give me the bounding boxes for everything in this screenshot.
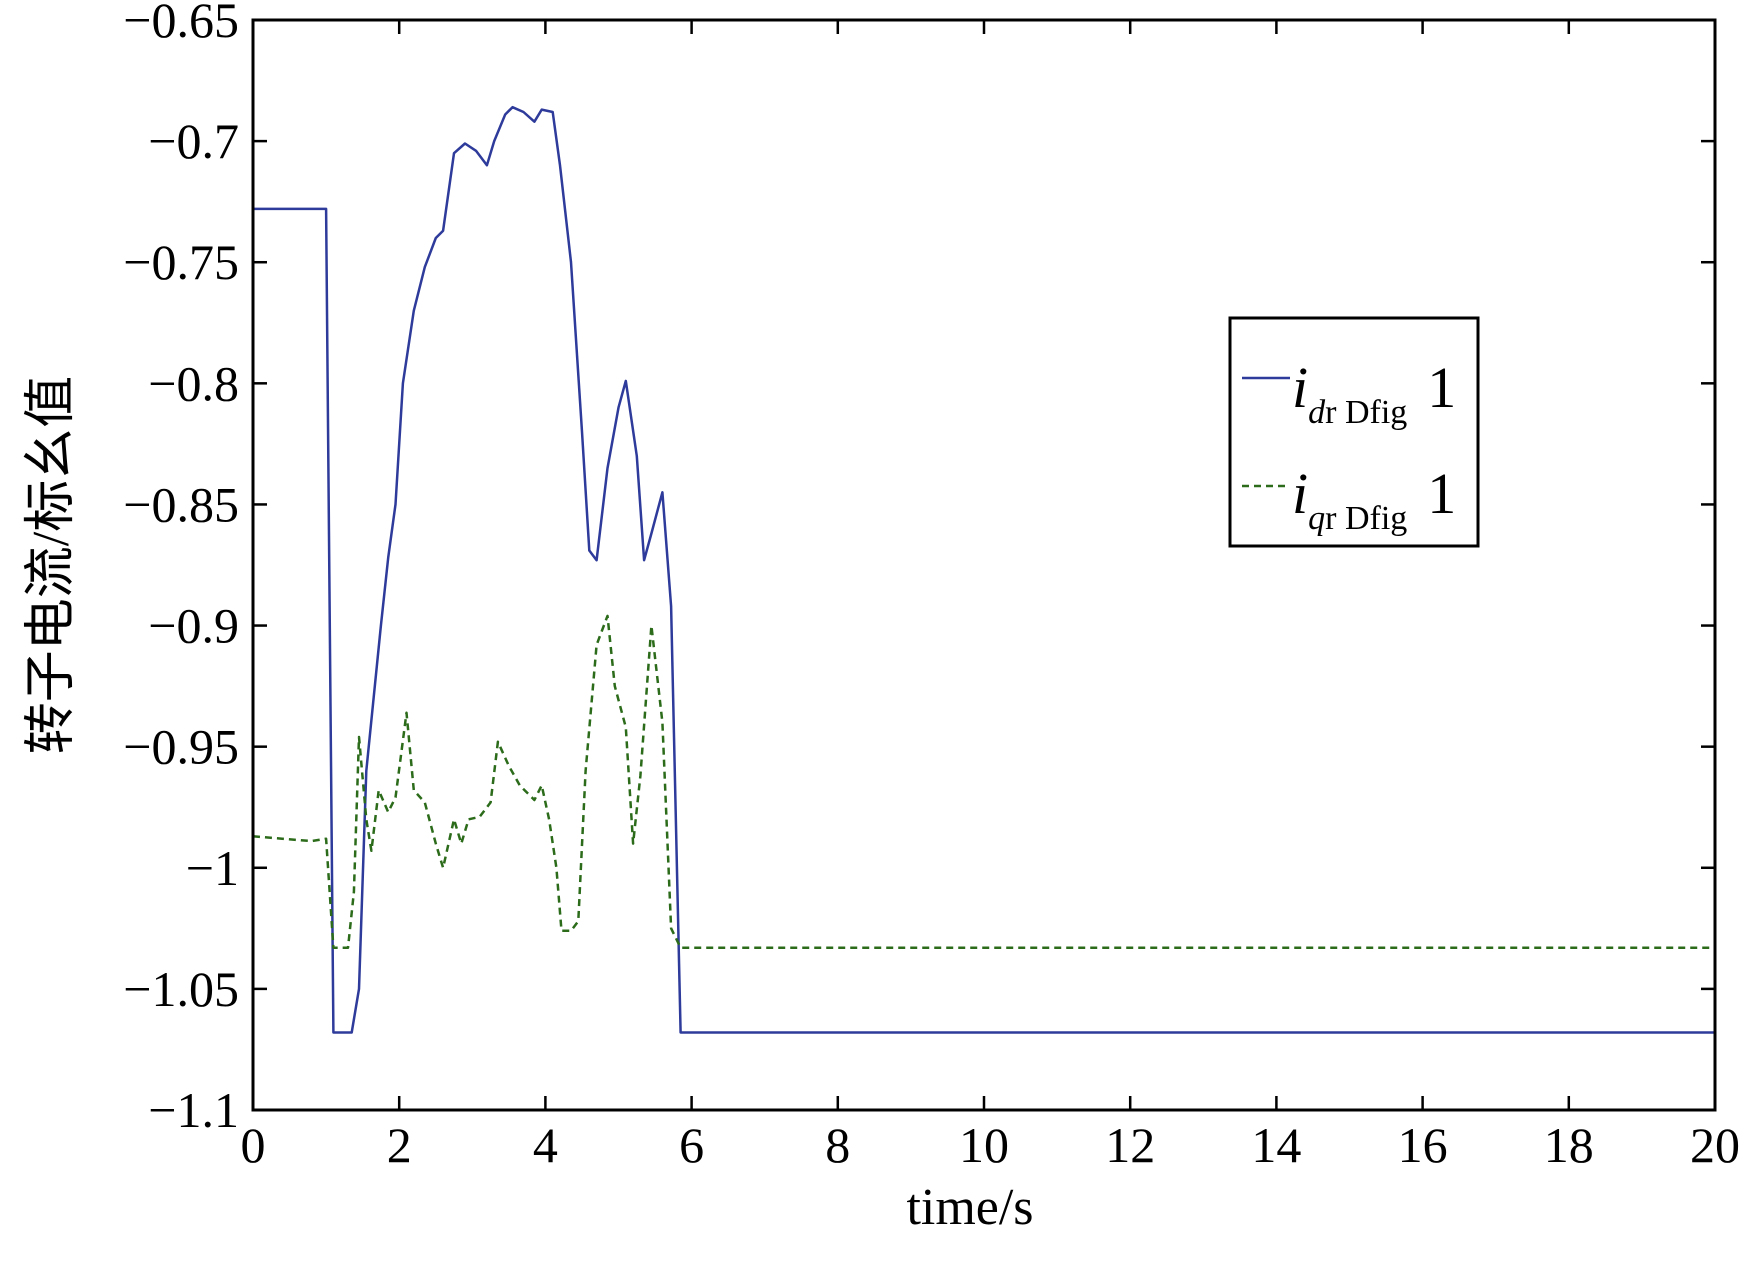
y-tick-label: −0.7 <box>148 113 239 169</box>
y-tick-label: −0.9 <box>148 598 239 654</box>
x-tick-label: 4 <box>533 1117 558 1173</box>
y-tick-label: −0.85 <box>123 476 239 532</box>
x-tick-label: 8 <box>825 1117 850 1173</box>
legend-label-iqr: iqr Dfig 1 <box>1292 461 1456 537</box>
series-layer <box>252 105 1715 1034</box>
x-tick-label: 6 <box>679 1117 704 1173</box>
x-tick-label: 0 <box>241 1117 266 1173</box>
legend-entry-iqr: iqr Dfig 1 <box>1242 461 1456 537</box>
y-tick-label: −0.95 <box>123 719 239 775</box>
plot-area <box>253 20 1715 1110</box>
legend-entry-idr: idr Dfig 1 <box>1242 355 1456 431</box>
y-tick-label: −1.05 <box>123 961 239 1017</box>
legend-box <box>1228 316 1480 548</box>
y-axis-label: 转子电流/标幺值 <box>23 376 80 754</box>
y-tick-label: −1.1 <box>148 1082 239 1138</box>
y-tick-label: −1 <box>186 840 239 896</box>
x-tick-label: 2 <box>387 1117 412 1173</box>
x-tick-label: 18 <box>1544 1117 1594 1173</box>
x-tick-label: 16 <box>1398 1117 1448 1173</box>
series-line-1 <box>252 614 1715 949</box>
y-tick-label: −0.8 <box>148 355 239 411</box>
plot-frame <box>251 18 1717 1112</box>
x-axis-label: time/s <box>906 1179 1033 1236</box>
x-tick-label: 12 <box>1105 1117 1155 1173</box>
legend: idr Dfig 1 iqr Dfig 1 <box>1228 316 1480 548</box>
legend-label-idr: idr Dfig 1 <box>1292 355 1456 431</box>
y-tick-label: −0.75 <box>123 234 239 290</box>
x-tick-label: 20 <box>1690 1117 1740 1173</box>
x-tick-label: 10 <box>959 1117 1009 1173</box>
y-tick-label: −0.65 <box>123 0 239 48</box>
tick-labels-layer: 0 2 4 6 8 10 12 14 16 18 20 −0.65 −0.7 −0.75 −0.8 −0.85… <box>123 0 1740 1173</box>
x-tick-label: 14 <box>1251 1117 1301 1173</box>
series-line-0 <box>253 105 1715 1034</box>
